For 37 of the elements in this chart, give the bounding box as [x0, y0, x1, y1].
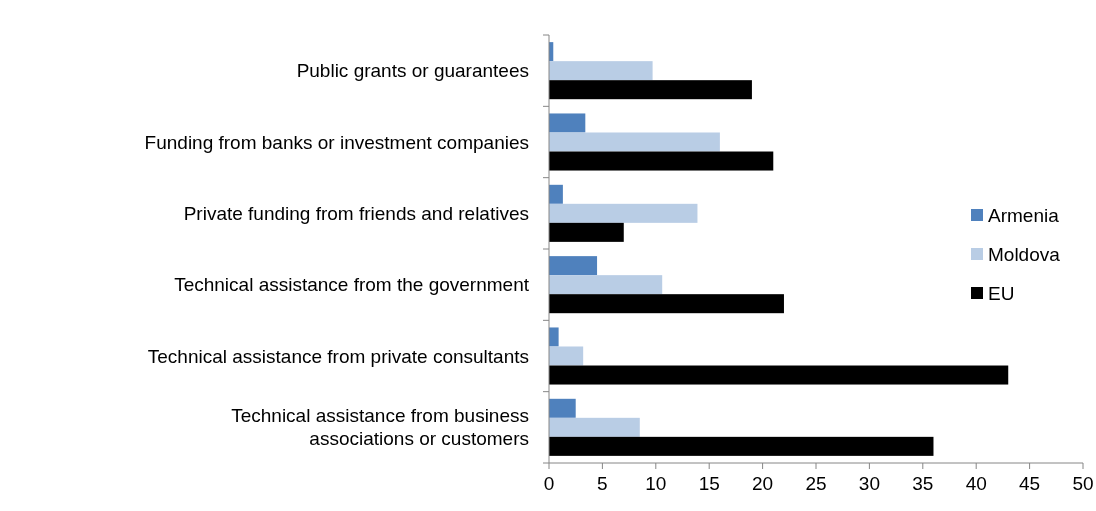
bar [549, 398, 576, 418]
bar [549, 365, 1009, 385]
x-tick-label: 40 [965, 473, 987, 494]
bar [549, 203, 698, 223]
x-tick-label: 10 [645, 473, 667, 494]
y-tick-label: Public grants or guarantees [296, 60, 529, 82]
bar [549, 151, 774, 171]
legend-label: Armenia [988, 204, 1060, 226]
bar [549, 275, 663, 295]
x-tick-label: 25 [805, 473, 827, 494]
y-tick-label: Private funding from friends and relatives [183, 202, 529, 224]
x-tick-label: 5 [597, 473, 608, 494]
bar [549, 346, 584, 366]
x-tick-label: 50 [1072, 473, 1094, 494]
bar [549, 61, 653, 81]
bar [549, 184, 563, 204]
bar [549, 113, 586, 133]
bar [549, 80, 752, 100]
legend-label: Moldova [988, 243, 1061, 265]
x-tick-label: 0 [543, 473, 555, 494]
bar [549, 256, 598, 276]
y-tick-label: Technical assistance from the government [174, 274, 530, 296]
bar [549, 417, 640, 437]
y-tick-label: Funding from banks or investment companies [144, 131, 529, 153]
legend-label: EU [988, 282, 1015, 304]
bar [549, 132, 720, 152]
bar [549, 294, 784, 314]
bar [549, 222, 624, 242]
y-tick-label: Technical assistance from business associations or customers [231, 405, 529, 450]
bar [549, 436, 934, 456]
bar [549, 327, 559, 347]
x-tick-label: 45 [1019, 473, 1041, 494]
y-tick-label: Technical assistance from private consultants [147, 345, 529, 367]
x-tick-label: 20 [752, 473, 774, 494]
x-tick-label: 15 [698, 473, 720, 494]
x-tick-label: 30 [858, 473, 880, 494]
x-tick-label: 35 [912, 473, 934, 494]
